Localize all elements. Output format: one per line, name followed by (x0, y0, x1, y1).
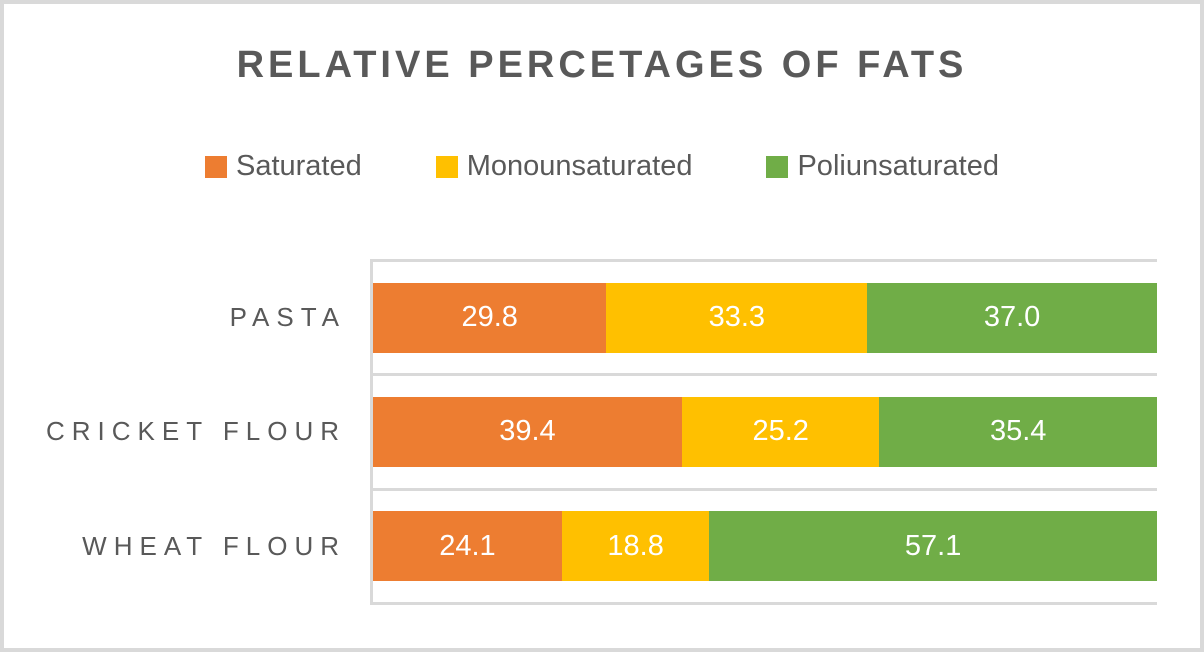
bar-segment-monounsaturated: 25.2 (681, 396, 880, 467)
stacked-bar: 24.1 18.8 57.1 (373, 511, 1157, 582)
stacked-bar: 29.8 33.3 37.0 (373, 282, 1157, 353)
data-label: 37.0 (983, 301, 1041, 334)
data-label: 25.2 (752, 415, 809, 448)
data-label: 18.8 (607, 529, 664, 562)
category-band: CRICKET FLOUR 39.4 25.2 35.4 (46, 373, 1157, 487)
plot-area: PASTA 29.8 33.3 37.0 CRICKET FLOUR 39.4 25.2 35… (46, 259, 1157, 605)
data-label: 35.4 (989, 415, 1047, 448)
legend-item-monounsaturated: Monounsaturated (435, 150, 693, 183)
bar-segment-saturated: 29.8 (373, 282, 607, 353)
legend-item-poliunsaturated: Poliunsaturated (766, 150, 999, 183)
chart-title: RELATIVE PERCETAGES OF FATS (236, 44, 968, 86)
data-label: 39.4 (499, 415, 556, 448)
poliunsaturated-swatch-icon (766, 155, 789, 178)
legend-item-saturated: Saturated (204, 150, 362, 183)
bar-segment-saturated: 39.4 (373, 396, 682, 467)
category-band: PASTA 29.8 33.3 37.0 (230, 259, 1157, 373)
data-label: 24.1 (439, 529, 496, 562)
legend-label-monounsaturated: Monounsaturated (466, 150, 693, 182)
stacked-bar: 39.4 25.2 35.4 (373, 396, 1157, 467)
legend-label-saturated: Saturated (235, 150, 362, 182)
data-label: 33.3 (708, 301, 766, 334)
bar-segment-monounsaturated: 33.3 (606, 282, 868, 353)
legend: Saturated Monounsaturated Poliunsaturate… (4, 150, 1200, 183)
data-label: 29.8 (461, 301, 518, 334)
monounsaturated-swatch-icon (435, 155, 458, 178)
category-band: WHEAT FLOUR 24.1 18.8 57.1 (82, 487, 1157, 602)
category-label: CRICKET FLOUR (46, 416, 346, 447)
category-label: PASTA (229, 302, 346, 333)
category-label: WHEAT FLOUR (82, 530, 346, 561)
bar-segment-saturated: 24.1 (373, 511, 562, 582)
bar-segment-poliunsaturated: 57.1 (709, 511, 1157, 582)
bar-segment-monounsaturated: 18.8 (561, 511, 710, 582)
bar-segment-poliunsaturated: 37.0 (867, 282, 1157, 353)
data-label: 57.1 (904, 529, 962, 562)
saturated-swatch-icon (204, 155, 227, 178)
bar-segment-poliunsaturated: 35.4 (879, 396, 1157, 467)
legend-label-poliunsaturated: Poliunsaturated (797, 150, 999, 182)
